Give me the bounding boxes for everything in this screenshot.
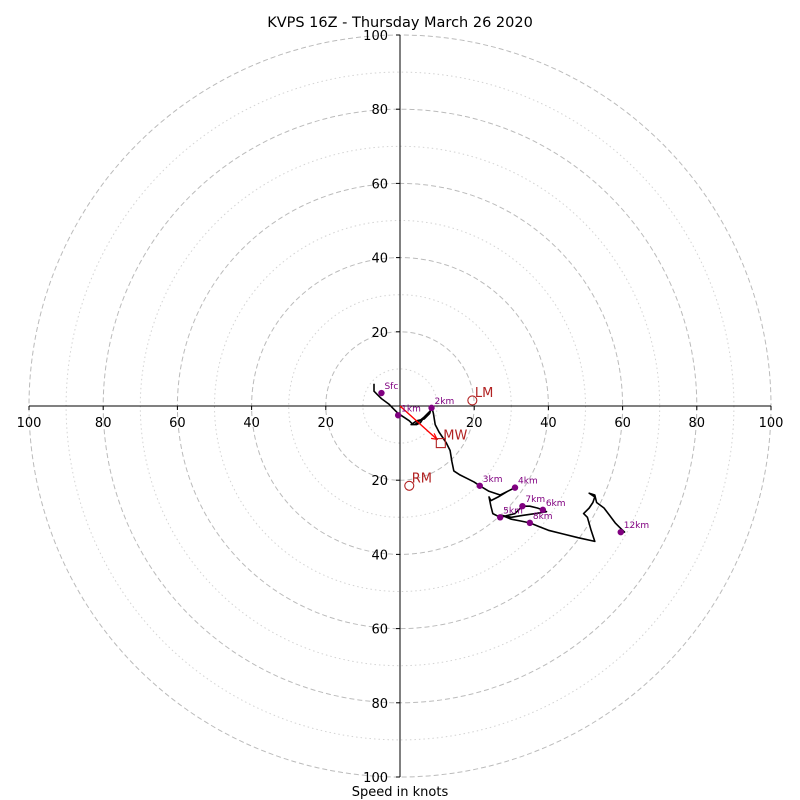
y-tick-label: 100 bbox=[363, 771, 388, 786]
storm-motion-label: LM bbox=[475, 386, 493, 401]
y-tick-label: 100 bbox=[363, 29, 388, 44]
y-tick-label: 80 bbox=[371, 697, 388, 712]
height-marker-label: 3km bbox=[483, 475, 503, 485]
chart-title: KVPS 16Z - Thursday March 26 2020 bbox=[267, 15, 533, 31]
height-marker bbox=[428, 404, 435, 412]
height-marker bbox=[511, 484, 519, 491]
height-marker-label: 5km bbox=[503, 506, 523, 516]
height-marker-label: 8km bbox=[533, 512, 553, 522]
x-tick-label: 20 bbox=[318, 416, 335, 431]
x-tick-label: 60 bbox=[169, 416, 186, 431]
y-tick-label: 40 bbox=[371, 548, 388, 563]
y-tick-label: 80 bbox=[371, 103, 388, 118]
height-marker bbox=[496, 514, 504, 521]
x-tick-label: 80 bbox=[689, 416, 706, 431]
height-marker-label: 1km bbox=[401, 404, 421, 414]
y-tick-label: 60 bbox=[371, 623, 388, 638]
height-marker bbox=[539, 506, 547, 514]
y-tick-label: 20 bbox=[371, 326, 388, 341]
height-marker bbox=[476, 482, 483, 489]
height-marker-label: 12km bbox=[624, 521, 649, 531]
height-marker bbox=[394, 412, 402, 419]
x-tick-label: 40 bbox=[243, 416, 260, 431]
height-marker-label: 2km bbox=[435, 397, 455, 407]
hodograph-trace bbox=[373, 383, 626, 543]
height-marker-label: Sfc bbox=[384, 382, 398, 392]
mean-wind-vector bbox=[399, 405, 438, 440]
height-marker bbox=[617, 528, 624, 536]
mean-wind-arrowhead bbox=[431, 433, 439, 441]
height-marker bbox=[378, 389, 385, 397]
height-marker-label: 6km bbox=[546, 499, 566, 509]
height-marker bbox=[526, 519, 534, 527]
x-tick-label: 60 bbox=[614, 416, 631, 431]
x-tick-label: 40 bbox=[540, 416, 557, 431]
storm-motion-marker bbox=[435, 438, 446, 449]
storm-motion-label: RM bbox=[412, 471, 432, 486]
y-tick-label: 40 bbox=[371, 252, 388, 267]
height-marker bbox=[519, 502, 526, 510]
storm-motion-marker bbox=[467, 395, 478, 406]
x-tick-label: 20 bbox=[466, 416, 483, 431]
storm-motion-marker bbox=[404, 480, 415, 491]
x-tick-label: 100 bbox=[759, 416, 784, 431]
height-marker-label: 4km bbox=[518, 477, 538, 487]
x-tick-label: 100 bbox=[17, 416, 42, 431]
height-marker-label: 7km bbox=[525, 495, 545, 505]
y-tick-label: 20 bbox=[371, 474, 388, 489]
x-axis-label: Speed in knots bbox=[352, 785, 449, 800]
x-tick-label: 80 bbox=[95, 416, 112, 431]
storm-motion-label: MW bbox=[443, 429, 467, 444]
y-tick-label: 60 bbox=[371, 177, 388, 192]
